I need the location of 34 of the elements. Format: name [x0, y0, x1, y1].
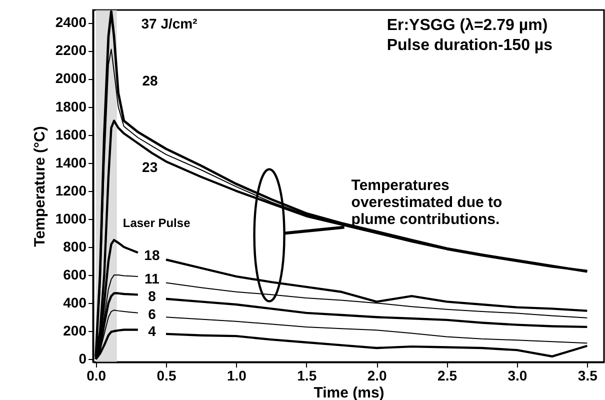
y-tick-label: 2200: [55, 42, 87, 58]
x-tick-label: 2.0: [367, 368, 388, 384]
x-tick-label: 1.0: [226, 368, 247, 384]
x-tick-label: 3.0: [508, 368, 528, 384]
x-tick-label: 1.5: [297, 368, 317, 384]
series-label: 37 J/cm²: [141, 15, 198, 32]
y-tick-label: 600: [63, 266, 87, 283]
chart-title: Er:YSGG (λ=2.79 µm): [386, 16, 549, 36]
y-axis-title: Temperature (°C): [31, 126, 48, 247]
y-tick-label: 1000: [55, 210, 87, 226]
x-tick-label: 3.5: [578, 368, 598, 384]
band-label: Laser Pulse: [122, 216, 191, 230]
text: Pulse duration-150 µs: [386, 36, 553, 56]
series-label: 4: [148, 322, 156, 339]
x-tick-label: 0.0: [86, 368, 106, 384]
y-tick-label: 1600: [55, 126, 87, 142]
y-tick-label: 200: [63, 322, 87, 339]
series-label: 18: [144, 247, 160, 264]
series-label: 11: [144, 270, 160, 287]
x-tick-label: 0.5: [156, 368, 176, 384]
y-tick-label: 2400: [55, 14, 87, 30]
y-tick-label: 1400: [55, 154, 87, 170]
y-tick-label: 800: [63, 238, 87, 255]
y-tick-label: 2000: [55, 70, 87, 86]
y-tick-label: 1800: [55, 98, 87, 114]
series-label: 23: [142, 158, 158, 175]
x-tick-label: 2.5: [438, 368, 458, 384]
series-label: 28: [142, 72, 158, 88]
y-tick-label: 0: [78, 350, 87, 367]
annotation: Temperatures overestimated due to plume contributions.: [351, 177, 504, 228]
series-label: 8: [148, 288, 156, 304]
y-tick-label: 400: [63, 294, 87, 311]
y-tick-label: 1200: [55, 182, 87, 198]
series-label: 6: [148, 306, 156, 322]
